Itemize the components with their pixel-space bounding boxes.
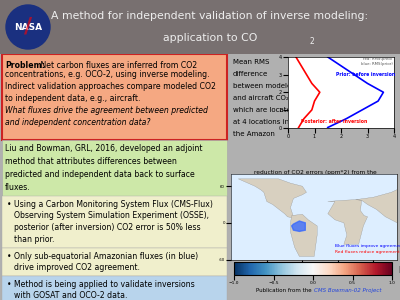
Text: Problem:: Problem: — [5, 61, 45, 70]
Text: red: RMS(pred)
blue: RMS(prior): red: RMS(pred) blue: RMS(prior) — [361, 57, 393, 66]
Text: Red fluxes reduce agreement: Red fluxes reduce agreement — [335, 250, 400, 254]
Text: and independent concentration data?: and independent concentration data? — [5, 118, 150, 127]
Text: Only sub-equatorial Amazonian fluxes (in blue): Only sub-equatorial Amazonian fluxes (in… — [14, 252, 198, 261]
Polygon shape — [356, 181, 400, 223]
Text: to independent data, e.g., aircraft.: to independent data, e.g., aircraft. — [5, 94, 140, 103]
Polygon shape — [290, 214, 317, 256]
Text: ppm²: ppm² — [398, 264, 400, 273]
Text: Observing System Simulation Experiment (OSSE),: Observing System Simulation Experiment (… — [14, 212, 209, 220]
Bar — [2, 54, 227, 140]
Text: predicted and independent data back to surface: predicted and independent data back to s… — [5, 170, 195, 179]
Text: reduction of CO2 errors (ppm*2) from the: reduction of CO2 errors (ppm*2) from the — [254, 170, 376, 175]
Circle shape — [6, 5, 50, 49]
Text: method that attributes differences between: method that attributes differences betwe… — [5, 157, 177, 166]
Polygon shape — [328, 200, 368, 244]
Text: 2: 2 — [310, 38, 315, 46]
Text: A method for independent validation of inverse modeling:: A method for independent validation of i… — [52, 11, 368, 21]
Text: Using a Carbon Monitoring System Flux (CMS-Flux): Using a Carbon Monitoring System Flux (C… — [14, 200, 213, 209]
Text: than prior.: than prior. — [14, 235, 54, 244]
Text: drive improved CO2 agreement.: drive improved CO2 agreement. — [14, 263, 140, 272]
Text: and aircraft CO₂ ,: and aircraft CO₂ , — [233, 95, 293, 101]
Text: concentrations, e.g. OCO-2, using inverse modeling.: concentrations, e.g. OCO-2, using invers… — [5, 70, 210, 79]
Polygon shape — [238, 179, 306, 218]
Bar — [2, 140, 227, 196]
Text: the Amazon: the Amazon — [233, 131, 275, 137]
Bar — [2, 276, 227, 300]
Text: at 4 locations in: at 4 locations in — [233, 119, 289, 125]
Text: Posterior: after inversion: Posterior: after inversion — [301, 119, 368, 124]
Text: changes of fluxes at each point: changes of fluxes at each point — [269, 180, 361, 185]
Text: Indirect validation approaches compare modeled CO2: Indirect validation approaches compare m… — [5, 82, 216, 91]
Bar — [2, 248, 227, 276]
Text: Publication from the: Publication from the — [256, 288, 313, 293]
Text: •: • — [7, 252, 12, 261]
Text: which are located: which are located — [233, 107, 295, 113]
Text: Net carbon fluxes are inferred from CO2: Net carbon fluxes are inferred from CO2 — [38, 61, 197, 70]
Text: between modeled: between modeled — [233, 83, 296, 89]
Text: application to CO: application to CO — [163, 33, 257, 43]
Text: with GOSAT and OCO-2 data.: with GOSAT and OCO-2 data. — [14, 292, 128, 300]
Text: Prior: before inversion: Prior: before inversion — [336, 72, 395, 77]
Text: NASA: NASA — [14, 22, 42, 32]
Text: •: • — [7, 280, 12, 289]
Text: Mean RMS: Mean RMS — [233, 59, 269, 65]
Text: CMS Bowman-02 Project: CMS Bowman-02 Project — [314, 288, 382, 293]
Text: fluxes.: fluxes. — [5, 183, 31, 192]
Text: Blue fluxes improve agreement: Blue fluxes improve agreement — [335, 244, 400, 248]
Bar — [2, 196, 227, 248]
Text: Liu and Bowman, GRL, 2016, developed an adjoint: Liu and Bowman, GRL, 2016, developed an … — [5, 144, 202, 153]
Text: What fluxes drive the agreement between predicted: What fluxes drive the agreement between … — [5, 106, 208, 115]
Text: •: • — [7, 200, 12, 209]
Text: /: / — [24, 17, 32, 37]
Text: posterior (after inversion) CO2 error is 50% less: posterior (after inversion) CO2 error is… — [14, 223, 201, 232]
Polygon shape — [292, 221, 305, 231]
Text: Method is being applied to validate inversions: Method is being applied to validate inve… — [14, 280, 195, 289]
Text: difference: difference — [233, 71, 268, 77]
